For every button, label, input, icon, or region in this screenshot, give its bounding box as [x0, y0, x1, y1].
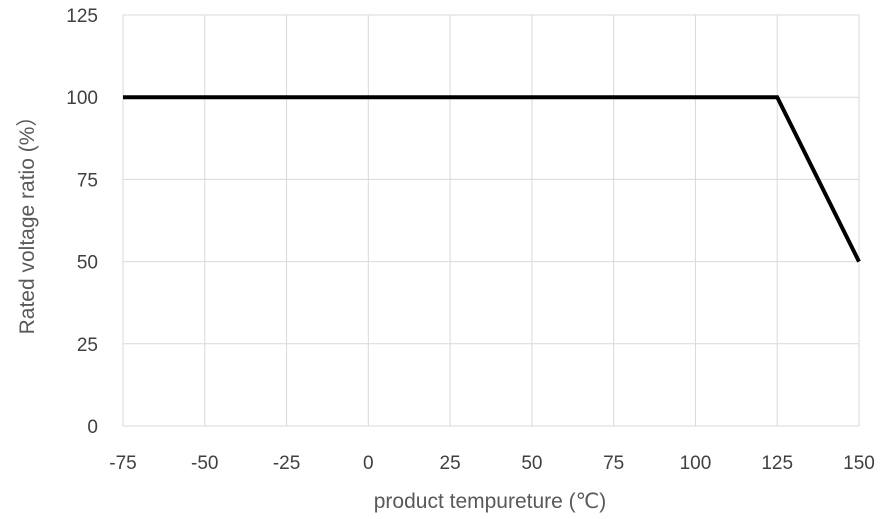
x-tick-label: 125: [761, 453, 793, 474]
x-axis-ticks: -75 -50 -25 0 25 50 75 100 125 150: [109, 453, 875, 474]
x-tick-label: 0: [363, 453, 374, 474]
y-tick-label: 25: [77, 335, 98, 356]
x-tick-label: 100: [680, 453, 712, 474]
x-tick-label: -75: [109, 453, 136, 474]
y-tick-label: 0: [87, 417, 98, 438]
x-tick-label: 150: [843, 453, 875, 474]
y-tick-label: 50: [77, 253, 98, 274]
y-tick-label: 125: [66, 6, 98, 27]
grid: [122, 14, 860, 427]
x-tick-label: -50: [191, 453, 218, 474]
y-tick-label: 75: [77, 170, 98, 191]
x-tick-label: 50: [521, 453, 542, 474]
y-axis-title: Rated voltage ratio (%）: [16, 106, 39, 335]
x-tick-label: -25: [273, 453, 300, 474]
series-layer: [123, 95, 861, 263]
y-tick-label: 100: [66, 88, 98, 109]
x-axis-title: product tempureture (℃): [374, 490, 607, 513]
x-tick-label: 75: [603, 453, 624, 474]
x-tick-label: 25: [440, 453, 461, 474]
y-axis-ticks: 0 25 50 75 100 125: [66, 6, 98, 438]
series-line: [123, 95, 861, 263]
